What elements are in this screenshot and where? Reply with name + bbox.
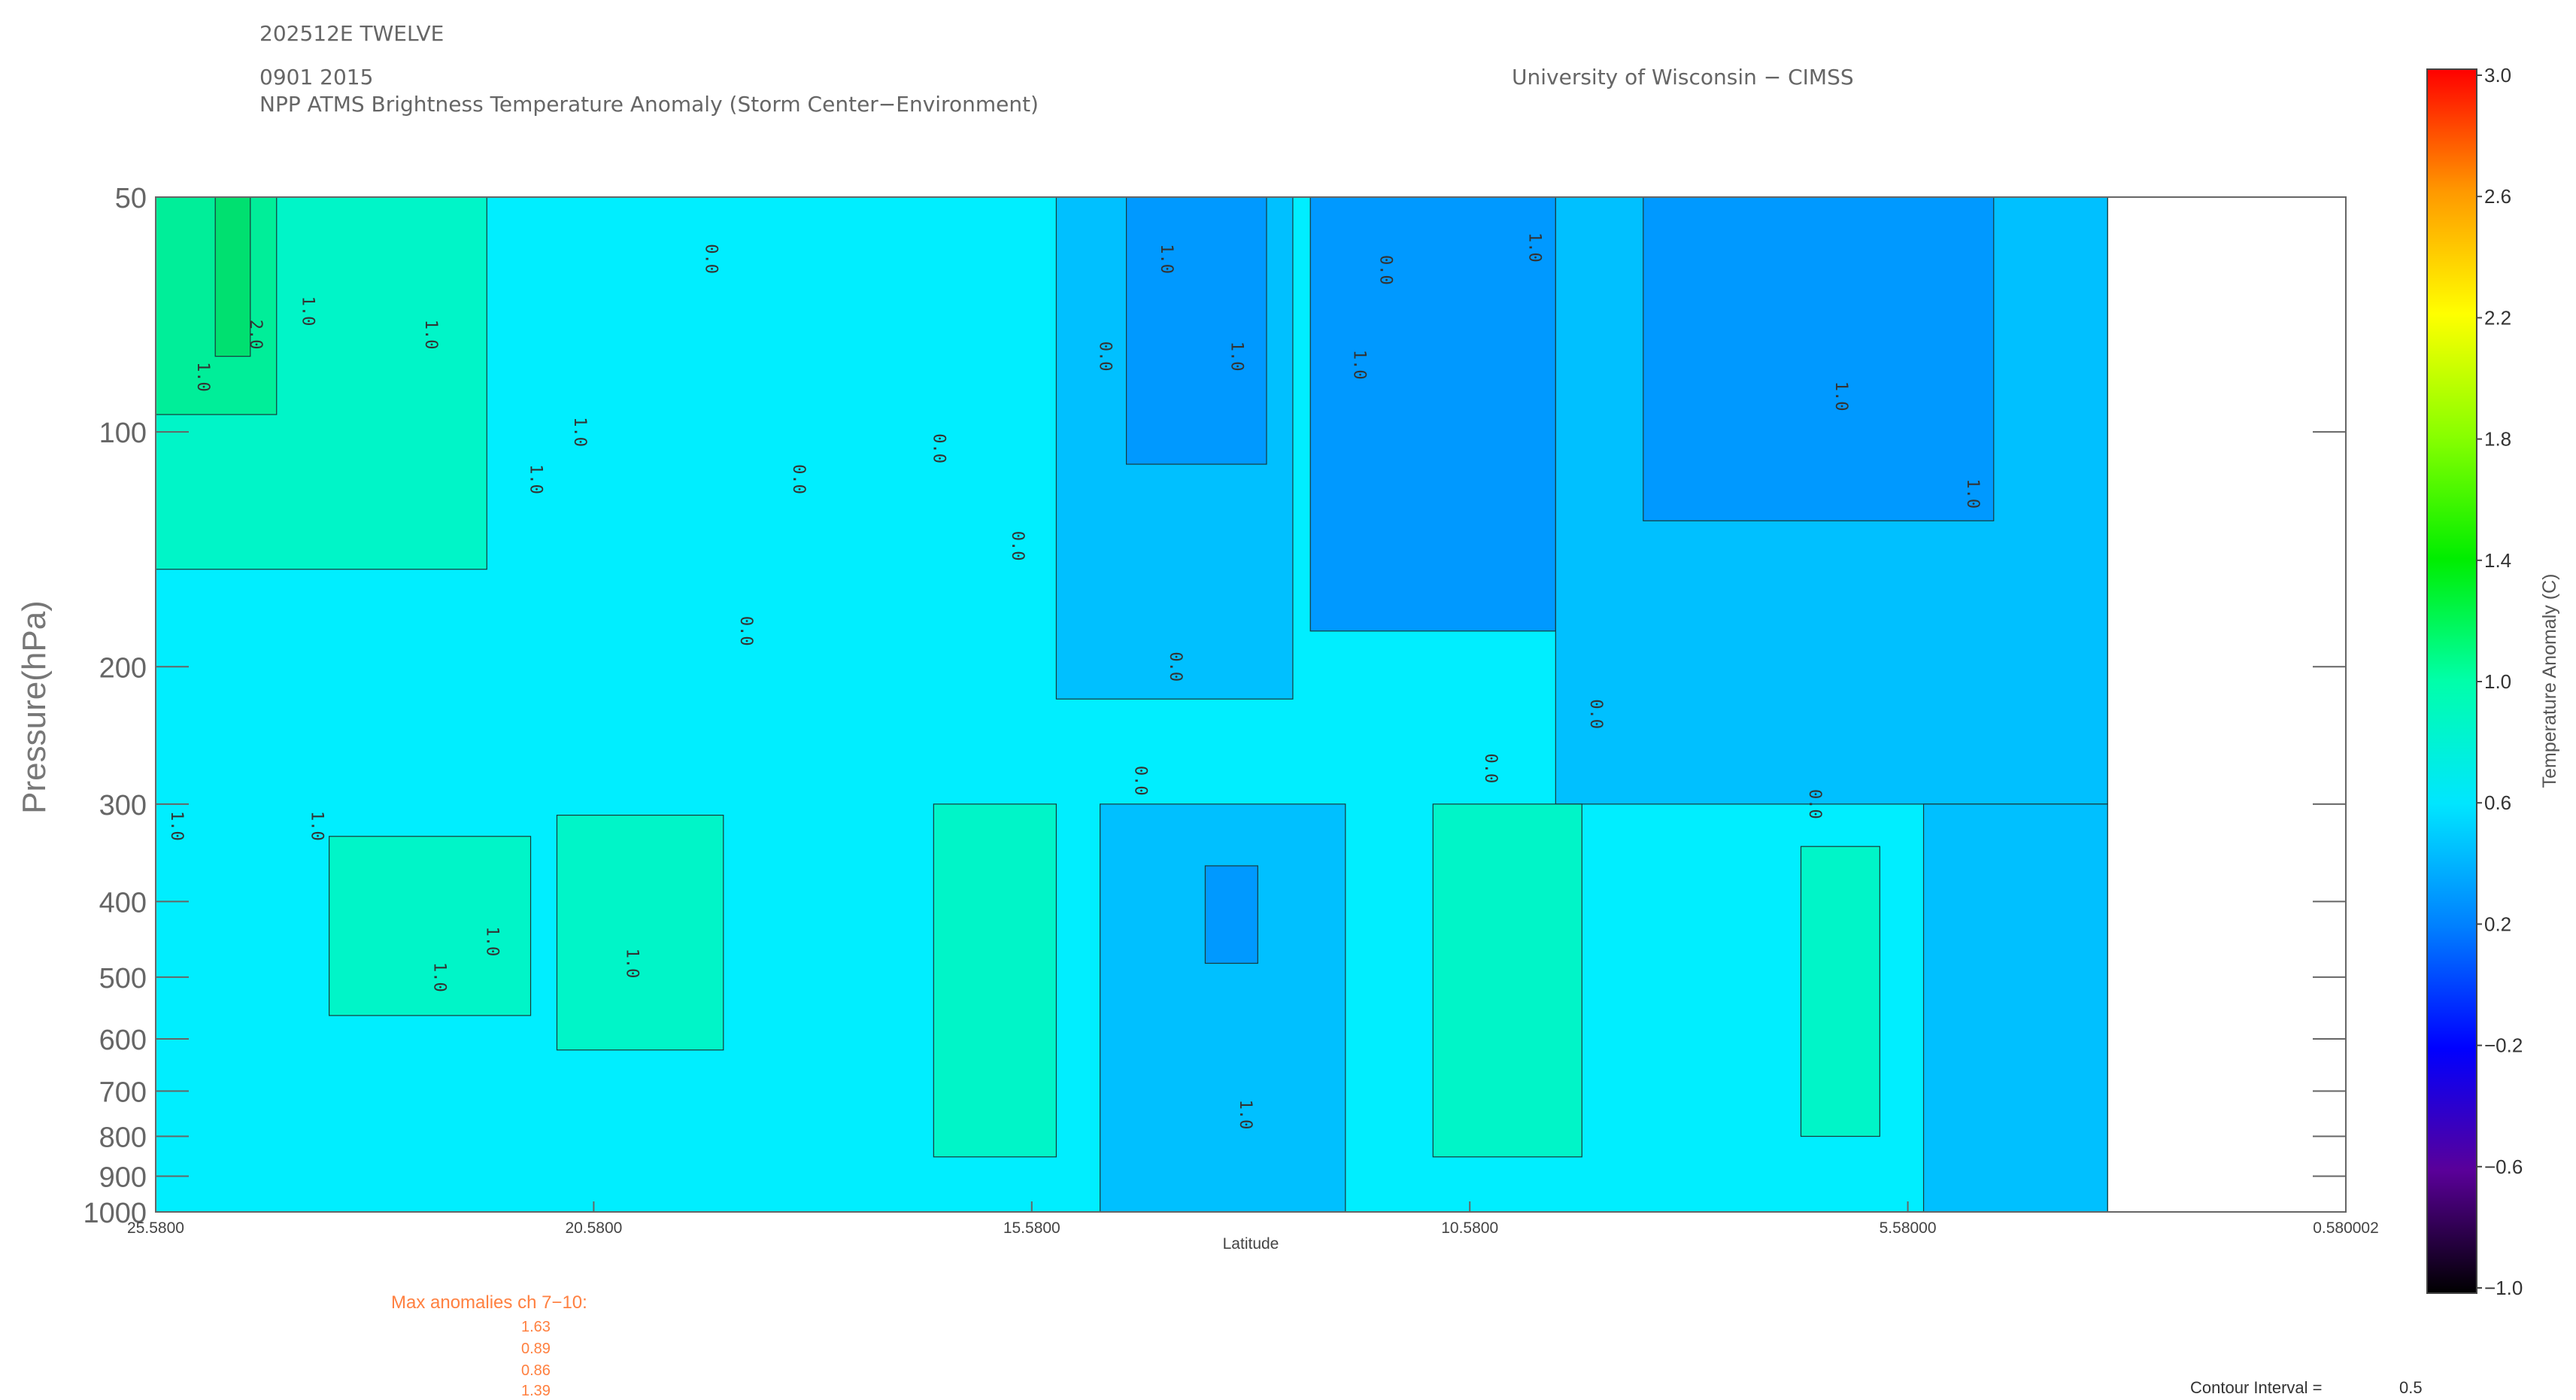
colorbar-tick-label: 1.4 bbox=[2484, 549, 2511, 572]
contour-label: 1.0 bbox=[1525, 232, 1543, 263]
x-tick-label: 10.5800 bbox=[1441, 1219, 1498, 1237]
institution: University of Wisconsin − CIMSS bbox=[1512, 65, 1854, 90]
contour-label: 1.0 bbox=[193, 362, 212, 392]
contour-label: 0.0 bbox=[1586, 699, 1605, 729]
colorbar: 3.0 2.6 2.2 1.8 1.4 1.0 0.6 0.2 −0.2 −0.6 −1.0 Tem… bbox=[2426, 64, 2560, 1299]
plot-frame bbox=[155, 196, 2347, 1213]
x-axis-label: Latitude bbox=[1223, 1235, 1279, 1253]
anomaly-region bbox=[1643, 197, 1995, 521]
x-tick-label: 15.5800 bbox=[1003, 1219, 1060, 1237]
contour-label: 1.0 bbox=[526, 464, 545, 494]
y-tick-label: 1000 bbox=[83, 1198, 147, 1229]
contour-label: 1.0 bbox=[570, 417, 589, 447]
contour-interval-label: Contour Interval = bbox=[2190, 1378, 2323, 1397]
contour-label: 1.0 bbox=[429, 962, 448, 992]
contour-label: 1.0 bbox=[1963, 478, 1982, 509]
colorbar-tick-label: 1.8 bbox=[2484, 428, 2511, 451]
contour-interval-value: 0.5 bbox=[2399, 1378, 2423, 1397]
y-tick-label: 600 bbox=[99, 1025, 147, 1056]
colorbar-tick-label: −1.0 bbox=[2484, 1277, 2523, 1299]
colorbar-tick-label: 2.2 bbox=[2484, 306, 2511, 329]
anomaly-region bbox=[1204, 865, 1258, 964]
anomaly-region bbox=[329, 836, 532, 1016]
colorbar-title: Temperature Anomaly (C) bbox=[2539, 574, 2560, 788]
contour-label: 1.0 bbox=[623, 949, 642, 979]
y-tick-label: 400 bbox=[99, 887, 147, 919]
anomaly-region bbox=[933, 803, 1057, 1158]
colorbar-tick-label: 0.6 bbox=[2484, 791, 2511, 814]
y-axis-label: Pressure(hPa) bbox=[16, 600, 53, 814]
contour-label: 0.0 bbox=[736, 616, 755, 646]
x-tick-label: 20.5800 bbox=[565, 1219, 622, 1237]
y-tick-label: 300 bbox=[99, 790, 147, 821]
max-anomaly-value: 0.86 bbox=[521, 1362, 551, 1379]
x-tick-label: 5.58000 bbox=[1880, 1219, 1937, 1237]
colorbar-tick-label: 0.2 bbox=[2484, 913, 2511, 935]
max-anomalies-title: Max anomalies ch 7−10: bbox=[391, 1292, 587, 1313]
anomaly-region bbox=[1432, 803, 1582, 1158]
x-tick-label: 25.5800 bbox=[127, 1219, 184, 1237]
contour-label: 1.0 bbox=[1831, 381, 1850, 411]
contour-label: 0.0 bbox=[1805, 789, 1824, 819]
anomaly-region bbox=[1922, 803, 2108, 1212]
y-tick-label: 900 bbox=[99, 1162, 147, 1194]
y-axis: 50 100 200 300 400 500 600 700 800 900 1000 bbox=[83, 183, 2346, 1229]
y-tick-label: 200 bbox=[99, 652, 147, 684]
contour-label: 1.0 bbox=[307, 811, 326, 841]
contour-label: 0.0 bbox=[789, 464, 808, 494]
anomaly-region bbox=[1125, 197, 1267, 465]
contour-label: 0.0 bbox=[1008, 531, 1027, 561]
contour-label: 1.0 bbox=[1227, 342, 1246, 372]
anomaly-region bbox=[1309, 197, 1556, 632]
contour-label: 1.0 bbox=[1236, 1100, 1255, 1130]
contour-label: 1.0 bbox=[299, 296, 317, 326]
colorbar-tick-label: 2.6 bbox=[2484, 185, 2511, 208]
y-tick-label: 100 bbox=[99, 418, 147, 449]
anomaly-region bbox=[1800, 846, 1880, 1137]
datetime: 0901 2015 bbox=[259, 65, 374, 90]
colorbar-gradient bbox=[2426, 68, 2477, 1294]
x-tick-label: 0.580002 bbox=[2313, 1219, 2379, 1237]
y-tick-label: 50 bbox=[115, 183, 147, 214]
product-title: NPP ATMS Brightness Temperature Anomaly … bbox=[259, 92, 1039, 117]
contour-label: 0.0 bbox=[1376, 255, 1394, 285]
anomaly-fill-layer bbox=[156, 197, 2108, 1212]
contour-label: 0.0 bbox=[701, 244, 720, 274]
max-anomaly-value: 1.63 bbox=[521, 1319, 551, 1335]
contour-label: 1.0 bbox=[167, 811, 186, 841]
contour-label: 0.0 bbox=[1130, 766, 1149, 796]
y-tick-label: 800 bbox=[99, 1122, 147, 1154]
colorbar-tick-label: 3.0 bbox=[2484, 64, 2511, 87]
contour-label: 2.0 bbox=[246, 320, 265, 350]
contour-label: 0.0 bbox=[1096, 342, 1115, 372]
contour-label: 0.0 bbox=[1166, 651, 1185, 682]
colorbar-tick-label: −0.6 bbox=[2484, 1156, 2523, 1178]
y-tick-label: 500 bbox=[99, 963, 147, 995]
anomaly-region bbox=[556, 815, 724, 1051]
contour-label: 1.0 bbox=[482, 927, 501, 957]
colorbar-tick-label: −0.2 bbox=[2484, 1034, 2523, 1057]
contour-label-layer: 2.0 1.0 1.0 1.0 1.0 1.0 0.0 0.0 0.0 0.0 0.0 0.0 0.0 0… bbox=[167, 232, 1982, 1129]
contour-label: 1.0 bbox=[1157, 244, 1176, 274]
colorbar-tick-label: 1.0 bbox=[2484, 670, 2511, 693]
max-anomaly-value: 0.89 bbox=[521, 1341, 551, 1357]
y-tick-label: 700 bbox=[99, 1077, 147, 1108]
contour-label: 1.0 bbox=[421, 320, 440, 350]
x-axis: 25.5800 20.5800 15.5800 10.5800 5.58000 0.580… bbox=[127, 1201, 2379, 1237]
contour-label: 1.0 bbox=[1349, 350, 1368, 380]
contour-label: 0.0 bbox=[1481, 754, 1500, 784]
storm-id: 202512E TWELVE bbox=[259, 21, 445, 46]
anomaly-region bbox=[1100, 803, 1346, 1212]
contour-label: 0.0 bbox=[929, 433, 948, 463]
anomaly-region bbox=[214, 197, 251, 357]
